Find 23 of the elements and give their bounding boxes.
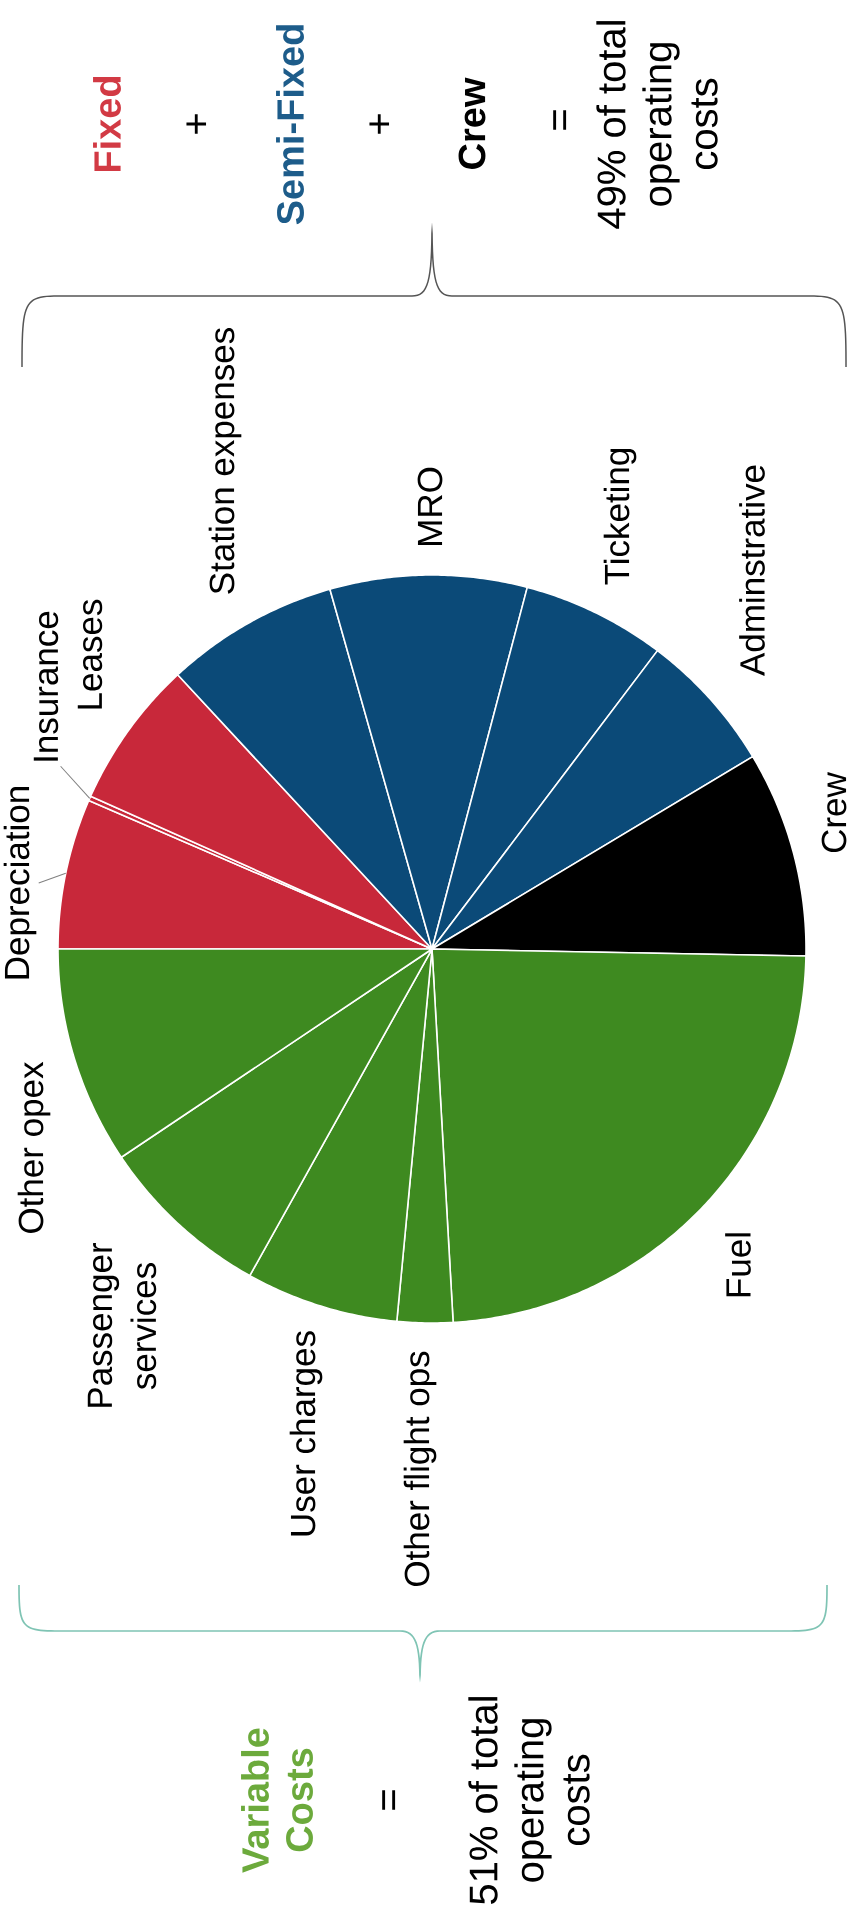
text: Fixed: [93, 76, 121, 172]
slice-label: Other opex: [17, 1061, 51, 1233]
slice-label: User charges: [289, 1331, 323, 1536]
slice-label: Leases: [77, 599, 103, 709]
slice-label: Depreciation: [3, 787, 37, 979]
text: =: [382, 1790, 396, 1810]
slice-label: Other flight ops: [403, 1351, 437, 1587]
text: 49% of total operating costs: [596, 21, 718, 229]
text: Variable Costs: [241, 1728, 313, 1873]
slice-label: Insurance: [33, 611, 59, 761]
text: 51% of total operating costs: [468, 1697, 590, 1905]
text: Semi-Fixed: [276, 25, 304, 225]
slice-label: Ticketing: [603, 448, 637, 585]
slice-label: MRO: [417, 467, 443, 545]
text: =: [553, 110, 567, 130]
text: Crew: [458, 77, 486, 169]
slice-label: Adminstrative: [739, 465, 765, 676]
text: +: [369, 114, 390, 134]
slice-label: Passenger services: [87, 1242, 157, 1407]
text: +: [186, 114, 207, 134]
slice-label: Crew: [821, 772, 847, 853]
slice-label: Station expenses: [208, 328, 242, 594]
slice-label: Fuel: [725, 1233, 751, 1297]
